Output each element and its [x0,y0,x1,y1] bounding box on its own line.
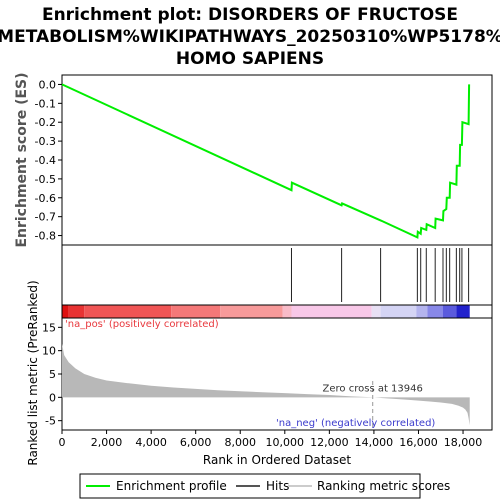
heat-segment [427,305,443,318]
legend-label-hits: Hits [266,479,289,493]
heat-segment [380,305,417,318]
heat-segment [62,305,69,318]
heat-segment [371,305,381,318]
rank-xtick-label: 2,000 [91,436,123,449]
heat-segment [282,305,292,318]
es-ytick-label: -0.2 [35,116,56,129]
rank-xtick-label: 14,000 [355,436,394,449]
heat-segment [84,305,172,318]
rank-ytick-label: 0 [49,391,56,404]
rank-yaxis: -5 0 5 10 15 [42,321,62,428]
es-ytick-label: -0.7 [35,211,56,224]
legend-label-enrichment: Enrichment profile [116,479,227,493]
heat-segment [291,305,372,318]
rank-xtick-label: 6,000 [180,436,212,449]
rank-xlabel: Rank in Ordered Dataset [203,453,351,467]
neg-correlated-label: 'na_neg' (negatively correlated) [276,418,435,429]
rank-ytick-label: 15 [42,321,56,334]
hits-plot-frame [61,244,493,306]
rank-xtick-label: 8,000 [224,436,256,449]
heat-segment [220,305,283,318]
enrichment-profile-line [61,83,471,239]
heat-segment [171,305,221,318]
enrichment-profile-series [61,83,471,239]
es-ytick-label: -0.5 [35,173,56,186]
heat-segment [442,305,457,318]
chart-title-line-2: METABOLISM%WIKIPATHWAYS_20250310%WP5178% [0,27,500,47]
es-ytick-label: -0.4 [35,154,56,167]
rank-ylabel: Ranked list metric (PreRanked) [26,280,40,465]
rank-xaxis: 0 2,000 4,000 6,000 8,000 10,000 12,000 14,000 1… [59,430,483,449]
es-plot-frame [61,74,493,246]
ranking-heat-strip [62,305,470,318]
legend-box [79,473,421,499]
rank-xtick-label: 16,000 [399,436,438,449]
rank-xtick-label: 4,000 [135,436,167,449]
heat-segment [68,305,85,318]
heat-segment [416,305,428,318]
es-ytick-label: -0.6 [35,192,56,205]
es-ytick-label: -0.3 [35,135,56,148]
pos-correlated-label: 'na_pos' (positively correlated) [65,319,219,330]
rank-plot-frame [61,317,493,431]
hits-markers [290,248,470,302]
rank-xtick-label: 18,000 [444,436,483,449]
heat-segment [456,305,470,318]
rank-ytick-label: -5 [45,415,56,428]
rank-xtick-label: 0 [59,436,66,449]
rank-ytick-label: 10 [42,345,56,358]
chart-title-line-1: Enrichment plot: DISORDERS OF FRUCTOSE [42,5,458,25]
chart-title-line-3: HOMO SAPIENS [176,49,324,69]
es-ylabel: Enrichment score (ES) [14,72,30,247]
rank-ytick-label: 5 [49,368,56,381]
es-ytick-label: -0.1 [35,97,56,110]
es-yaxis: 0.0 -0.1 -0.2 -0.3 -0.4 -0.5 -0.6 -0.7 -0.8 [35,78,62,243]
rank-xtick-label: 12,000 [310,436,349,449]
es-ytick-label: 0.0 [39,78,57,91]
rank-xtick-label: 10,000 [266,436,305,449]
legend-label-ranking: Ranking metric scores [317,479,450,493]
es-ytick-label: -0.8 [35,230,56,243]
zero-cross-label: Zero cross at 13946 [323,383,423,394]
